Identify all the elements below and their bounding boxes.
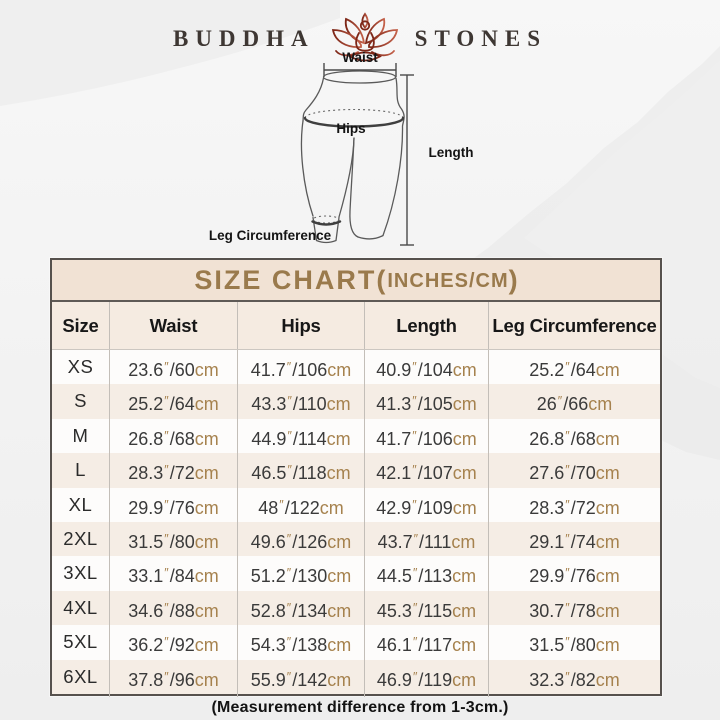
waist-value-cell: 37.8″/96cm xyxy=(109,659,237,697)
diagram-length-label: Length xyxy=(429,145,474,160)
title-main-text: SIZE CHART( xyxy=(194,264,388,295)
hips-value-cell: 49.6″/126cm xyxy=(237,521,364,560)
size-chart-title: SIZE CHART(INCHES/CM) xyxy=(52,260,660,302)
leg-value-cell: 30.7″/78cm xyxy=(488,590,660,629)
header-cell-size: Size xyxy=(62,314,99,336)
waist-value-cell: 36.2″/92cm xyxy=(109,625,237,663)
hips-value-cell: 51.2″/130cm xyxy=(237,556,364,594)
waist-value-cell: 31.5″/80cm xyxy=(109,521,237,560)
hips-value-cell: 43.3″/110cm xyxy=(237,384,364,422)
diagram-leg-circumference-label: Leg Circumference xyxy=(209,228,332,243)
length-value-cell: 44.5″/113cm xyxy=(364,556,488,594)
hips-value-cell: 48″/122cm xyxy=(237,487,364,525)
length-value-cell: 42.9″/109cm xyxy=(364,487,488,525)
table-row-6xl: 6XL 37.8″/96cm 55.9″/142cm 46.9″/119cm 32.3″… xyxy=(52,659,660,697)
length-value-cell: 46.9″/119cm xyxy=(364,659,488,697)
table-row-3xl: 3XL 33.1″/84cm 51.2″/130cm 44.5″/113cm 29.9″… xyxy=(52,556,660,594)
table-row-s: S 25.2″/64cm 43.3″/110cm 41.3″/105cm 26″/66c… xyxy=(52,384,660,422)
header-cell-waist: Waist xyxy=(109,302,237,349)
size-cell: 5XL xyxy=(63,631,98,653)
table-row-xs: XS 23.6″/60cm 41.7″/106cm 40.9″/104cm 25.2″/… xyxy=(52,350,660,388)
hips-value-cell: 54.3″/138cm xyxy=(237,625,364,663)
waist-value-cell: 34.6″/88cm xyxy=(109,590,237,629)
lotus-petals xyxy=(331,12,398,57)
diagram-hips-label: Hips xyxy=(336,121,365,136)
table-row-2xl: 2XL 31.5″/80cm 49.6″/126cm 43.7″/111cm 29.1″… xyxy=(52,521,660,560)
pants-outline xyxy=(300,70,405,244)
size-cell: 3XL xyxy=(63,562,98,584)
length-measure-line xyxy=(400,74,414,246)
size-cell: XS xyxy=(67,356,94,377)
hips-value-cell: 44.9″/114cm xyxy=(237,418,364,457)
lotus-meditation-icon xyxy=(331,12,398,62)
brand-word-left: BUDDHA xyxy=(172,26,315,51)
table-header-row: Size Waist Hips Length Leg Circumference xyxy=(52,302,660,350)
waist-value-cell: 29.9″/76cm xyxy=(109,487,237,525)
title-close-paren: ) xyxy=(508,264,518,295)
waist-value-cell: 23.6″/60cm xyxy=(109,350,237,388)
leg-value-cell: 32.3″/82cm xyxy=(488,659,660,697)
leg-value-cell: 26″/66cm xyxy=(488,384,660,422)
length-value-cell: 46.1″/117cm xyxy=(364,625,488,663)
size-cell: 4XL xyxy=(63,596,98,618)
leg-value-cell: 31.5″/80cm xyxy=(488,625,660,663)
leg-value-cell: 25.2″/64cm xyxy=(488,350,660,388)
brand-header: BUDDHA STONES xyxy=(0,12,720,66)
leg-value-cell: 29.1″/74cm xyxy=(488,521,660,560)
leg-value-cell: 26.8″/68cm xyxy=(488,418,660,457)
length-value-cell: 43.7″/111cm xyxy=(364,521,488,560)
measurement-note: (Measurement difference from 1-3cm.) xyxy=(211,699,509,716)
length-value-cell: 42.1″/107cm xyxy=(364,453,488,491)
table-row-xl: XL 29.9″/76cm 48″/122cm 42.9″/109cm 28.3″/72… xyxy=(52,487,660,525)
table-row-4xl: 4XL 34.6″/88cm 52.8″/134cm 45.3″/115cm 30.7″… xyxy=(52,590,660,629)
leg-value-cell: 28.3″/72cm xyxy=(488,487,660,525)
size-cell: L xyxy=(75,459,86,481)
hips-value-cell: 46.5″/118cm xyxy=(237,453,364,491)
waist-value-cell: 28.3″/72cm xyxy=(109,453,237,491)
size-cell: M xyxy=(72,424,89,446)
hips-value-cell: 55.9″/142cm xyxy=(237,659,364,697)
length-value-cell: 40.9″/104cm xyxy=(364,350,488,388)
header-cell-leg-circumference: Leg Circumference xyxy=(488,302,660,349)
pants-measurement-diagram: Waist Hips Length Leg Circumference xyxy=(209,50,474,246)
length-value-cell: 45.3″/115cm xyxy=(364,590,488,629)
length-value-cell: 41.3″/105cm xyxy=(364,384,488,422)
waist-value-cell: 25.2″/64cm xyxy=(109,384,237,422)
size-chart-table: SIZE CHART(INCHES/CM) Size Waist Hips Lengt… xyxy=(50,258,662,697)
brand-word-right: STONES xyxy=(414,26,548,51)
size-cell: 2XL xyxy=(63,527,98,549)
meditating-figure xyxy=(347,20,382,62)
size-cell: XL xyxy=(68,493,93,515)
header-cell-hips: Hips xyxy=(237,302,364,349)
waist-value-cell: 33.1″/84cm xyxy=(109,556,237,594)
table-row-l: L 28.3″/72cm 46.5″/118cm 42.1″/107cm 27.6″/7… xyxy=(52,453,660,491)
hips-value-cell: 52.8″/134cm xyxy=(237,590,364,629)
size-cell: S xyxy=(74,390,87,412)
table-row-5xl: 5XL 36.2″/92cm 54.3″/138cm 46.1″/117cm 31.5″… xyxy=(52,625,660,663)
table-row-m: M 26.8″/68cm 44.9″/114cm 41.7″/106cm 26.8″/6… xyxy=(52,418,660,457)
waist-measure-line xyxy=(323,63,397,77)
hips-value-cell: 41.7″/106cm xyxy=(237,350,364,388)
size-cell: 6XL xyxy=(63,665,98,687)
leg-value-cell: 29.9″/76cm xyxy=(488,556,660,594)
header-cell-length: Length xyxy=(364,302,488,349)
length-value-cell: 41.7″/106cm xyxy=(364,418,488,457)
table-body: XS 23.6″/60cm 41.7″/106cm 40.9″/104cm 25.2″/… xyxy=(52,350,660,697)
title-units-text: INCHES/CM xyxy=(387,270,509,292)
leg-value-cell: 27.6″/70cm xyxy=(488,453,660,491)
waist-value-cell: 26.8″/68cm xyxy=(109,418,237,457)
diagram-waist-label: Waist xyxy=(342,50,378,65)
